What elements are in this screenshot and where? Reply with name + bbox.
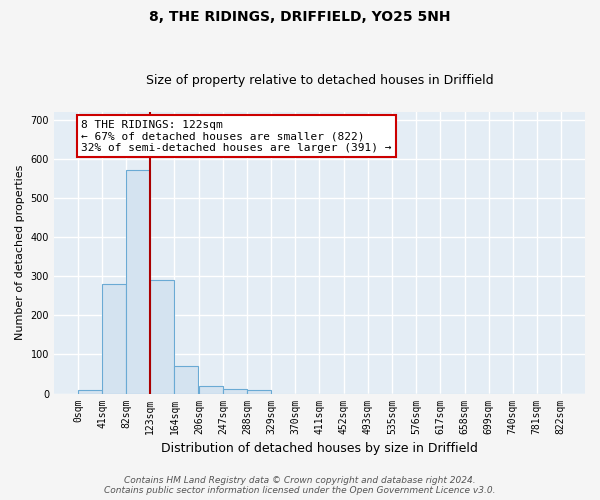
Bar: [247, 390, 271, 394]
Bar: [102, 284, 126, 394]
Y-axis label: Number of detached properties: Number of detached properties: [15, 165, 25, 340]
Title: Size of property relative to detached houses in Driffield: Size of property relative to detached ho…: [146, 74, 493, 87]
Bar: [151, 280, 175, 394]
Bar: [78, 390, 102, 394]
Bar: [199, 386, 223, 394]
Text: 8 THE RIDINGS: 122sqm
← 67% of detached houses are smaller (822)
32% of semi-det: 8 THE RIDINGS: 122sqm ← 67% of detached …: [81, 120, 391, 153]
Text: 8, THE RIDINGS, DRIFFIELD, YO25 5NH: 8, THE RIDINGS, DRIFFIELD, YO25 5NH: [149, 10, 451, 24]
Text: Contains HM Land Registry data © Crown copyright and database right 2024.
Contai: Contains HM Land Registry data © Crown c…: [104, 476, 496, 495]
X-axis label: Distribution of detached houses by size in Driffield: Distribution of detached houses by size …: [161, 442, 478, 455]
Bar: [126, 170, 151, 394]
Bar: [175, 366, 199, 394]
Bar: [223, 389, 247, 394]
